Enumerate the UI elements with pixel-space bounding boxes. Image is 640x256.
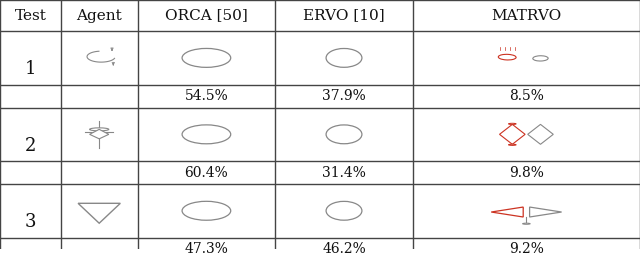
- Ellipse shape: [182, 125, 231, 144]
- Text: ERVO [10]: ERVO [10]: [303, 8, 385, 23]
- Text: 3: 3: [25, 213, 36, 231]
- Text: 9.8%: 9.8%: [509, 166, 544, 179]
- Ellipse shape: [522, 223, 530, 224]
- Text: ORCA [50]: ORCA [50]: [165, 8, 248, 23]
- Text: 8.5%: 8.5%: [509, 89, 544, 103]
- Text: 9.2%: 9.2%: [509, 242, 544, 256]
- Polygon shape: [499, 124, 525, 144]
- Ellipse shape: [326, 48, 362, 67]
- Ellipse shape: [182, 48, 231, 67]
- Text: 1: 1: [25, 60, 36, 78]
- Polygon shape: [78, 203, 120, 223]
- Text: Agent: Agent: [76, 8, 122, 23]
- Ellipse shape: [499, 54, 516, 60]
- Text: 37.9%: 37.9%: [322, 89, 366, 103]
- Polygon shape: [528, 124, 553, 144]
- Text: 54.5%: 54.5%: [184, 89, 228, 103]
- Text: 60.4%: 60.4%: [184, 166, 228, 179]
- Polygon shape: [530, 207, 562, 217]
- Text: 31.4%: 31.4%: [322, 166, 366, 179]
- Ellipse shape: [508, 123, 516, 124]
- Ellipse shape: [182, 201, 231, 220]
- Polygon shape: [492, 207, 524, 217]
- Text: Test: Test: [15, 8, 46, 23]
- Ellipse shape: [508, 144, 516, 145]
- Ellipse shape: [90, 128, 109, 131]
- Ellipse shape: [326, 201, 362, 220]
- Ellipse shape: [533, 56, 548, 61]
- Text: 47.3%: 47.3%: [184, 242, 228, 256]
- Polygon shape: [90, 129, 109, 139]
- Ellipse shape: [326, 125, 362, 144]
- Text: 2: 2: [25, 137, 36, 155]
- Text: 46.2%: 46.2%: [322, 242, 366, 256]
- Text: MATRVO: MATRVO: [492, 8, 561, 23]
